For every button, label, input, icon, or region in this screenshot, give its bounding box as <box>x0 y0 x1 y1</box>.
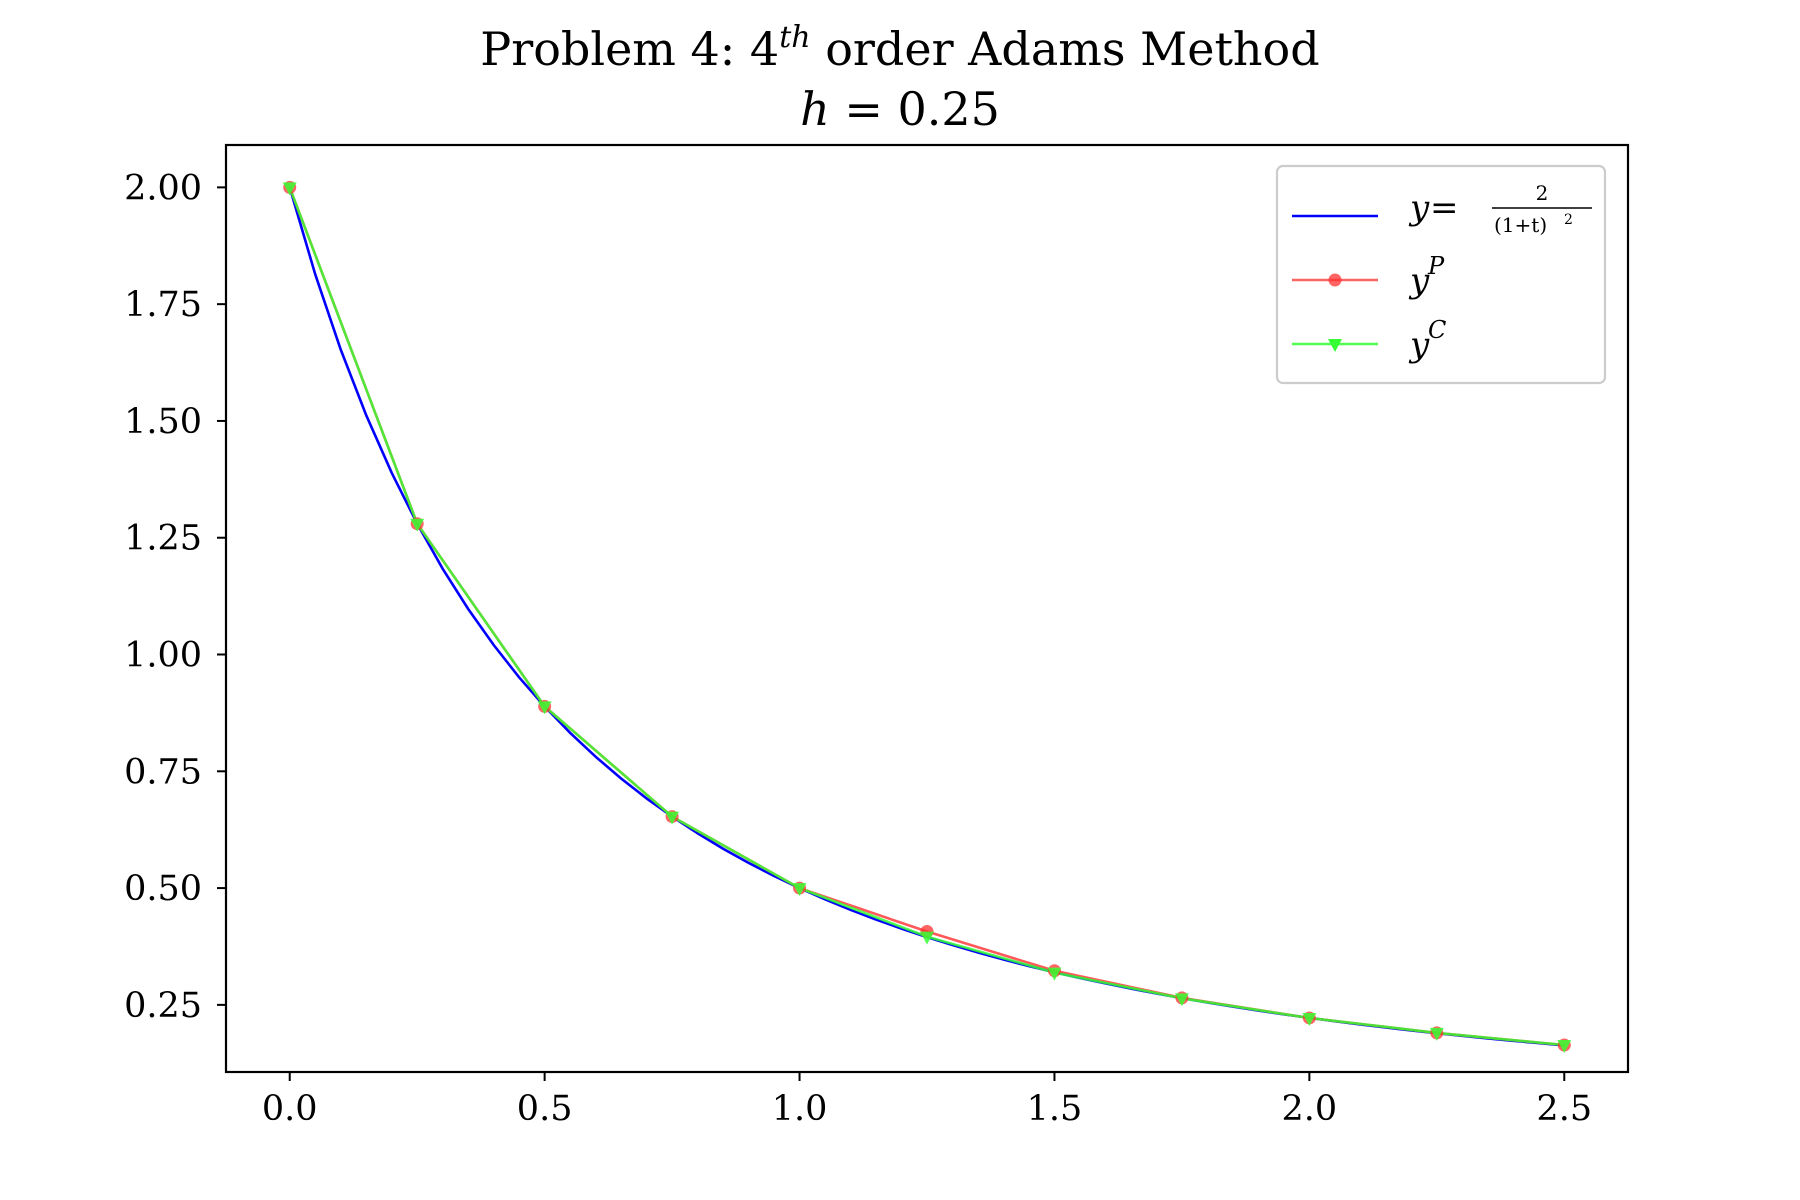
corrector-point <box>1557 1040 1572 1054</box>
legend-exact-eq: = <box>1430 188 1459 228</box>
y-tick-label: 0.75 <box>124 752 202 792</box>
x-tick-label: 0.5 <box>517 1089 573 1129</box>
chart-title-line1: Problem 4: 4th order Adams Method <box>0 8 1800 79</box>
corrector-point <box>282 182 297 196</box>
y-tick-label: 0.50 <box>124 869 202 909</box>
title-step-value: = 0.25 <box>829 82 1000 136</box>
legend: y = 2 (1+t) 2 y P y C <box>1275 164 1607 385</box>
legend-exact-numerator: 2 <box>1536 181 1549 205</box>
corrector-point <box>1047 967 1062 981</box>
axis-ticks: 0.0 0.5 1.0 1.5 2.0 2.5 0.25 0.50 0.75 1.00 1.25 1.… <box>124 168 1592 1129</box>
legend-pred-sup: P <box>1427 252 1445 280</box>
corrector-point <box>665 811 680 825</box>
legend-exact-lhs: y <box>1408 188 1430 228</box>
corrector-point <box>1429 1027 1444 1041</box>
corrector-point <box>537 701 552 715</box>
x-tick-label: 2.5 <box>1536 1089 1592 1129</box>
corrector-point <box>920 931 934 945</box>
legend-box <box>1275 164 1607 385</box>
legend-exact-denominator: (1+t) <box>1494 213 1547 237</box>
plot-frame <box>224 143 1630 1074</box>
legend-exact-denominator-exponent: 2 <box>1564 212 1573 228</box>
chart-title: Problem 4: 4th order Adams Method h = 0.… <box>0 8 1800 139</box>
x-tick-label: 1.5 <box>1027 1089 1083 1129</box>
x-tick-label: 0.0 <box>262 1089 318 1129</box>
y-tick-label: 1.75 <box>124 285 202 325</box>
chart-title-line2: h = 0.25 <box>0 79 1800 139</box>
y-tick-label: 2.00 <box>124 168 202 208</box>
legend-corr-base: y <box>1408 325 1430 365</box>
legend-corr-marker <box>1328 339 1342 352</box>
y-tick-label: 1.00 <box>124 636 202 676</box>
corrector-point <box>410 518 425 532</box>
corrector-point <box>1302 1012 1317 1026</box>
legend-corr-sup: C <box>1428 316 1446 344</box>
legend-pred-base: y <box>1408 261 1430 301</box>
title-superscript: th <box>779 20 811 55</box>
x-tick-label: 2.0 <box>1282 1089 1338 1129</box>
corrector-point <box>792 883 807 897</box>
corrector-point <box>1174 993 1189 1007</box>
y-tick-label: 0.25 <box>124 986 202 1026</box>
legend-pred-marker <box>1328 273 1342 287</box>
title-step-var: h <box>800 82 830 136</box>
title-suffix: order Adams Method <box>810 22 1320 76</box>
x-tick-label: 1.0 <box>772 1089 828 1129</box>
y-tick-label: 1.50 <box>124 402 202 442</box>
y-tick-label: 1.25 <box>124 519 202 559</box>
title-prefix: Problem 4: 4 <box>480 22 780 76</box>
series-markers <box>282 180 1572 1054</box>
